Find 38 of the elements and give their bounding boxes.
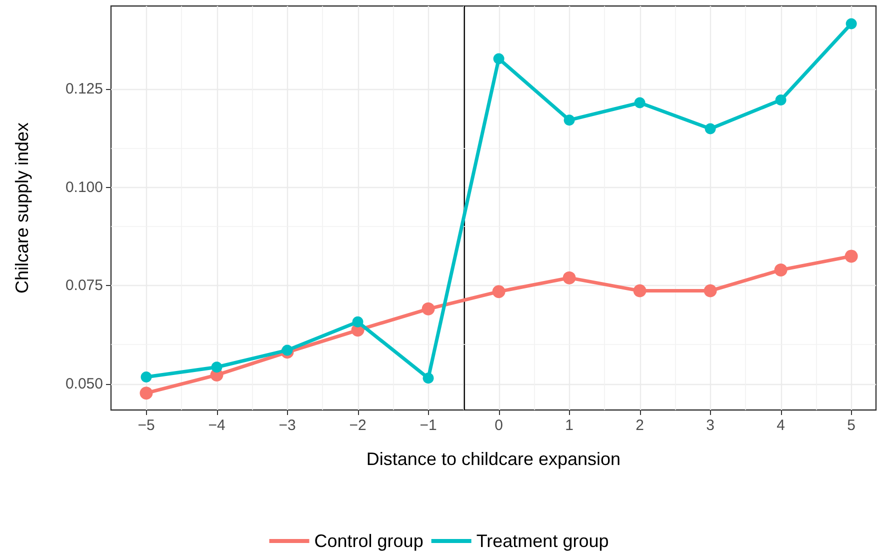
y-axis-title: Chilcare supply index [12,122,32,294]
x-tick-label: −1 [420,417,437,434]
x-tick-label: 5 [847,417,856,434]
point [493,53,504,64]
y-tick-label: 0.125 [65,80,103,98]
point [564,114,575,126]
y-tick-label: 0.100 [65,178,103,196]
point [704,284,717,298]
point [846,18,857,30]
x-tick-label: −5 [138,417,155,434]
point [633,284,646,298]
x-tick-label: 1 [565,417,574,434]
point [844,250,858,263]
point [422,372,434,384]
point [562,271,576,284]
point [774,263,788,276]
y-tick-label: 0.050 [65,376,103,393]
x-tick-label: −3 [278,417,296,434]
point [140,371,152,382]
point [775,94,786,106]
x-tick-label: −4 [208,417,226,434]
x-tick-label: 2 [636,417,644,434]
legend-label: Control group [314,531,424,551]
point [211,362,222,373]
point [634,97,646,108]
x-axis-title: Distance to childcare expansion [366,449,621,469]
x-tick-label: 3 [706,417,714,434]
y-tick-label: 0.075 [65,277,103,294]
legend-label: Treatment group [476,531,609,551]
point [352,316,364,328]
point [140,386,153,400]
x-tick-label: 4 [776,417,785,434]
point [422,302,435,316]
x-tick-label: 0 [494,417,503,434]
point [704,123,716,134]
x-tick-label: −2 [349,417,366,434]
point [282,344,293,356]
point [492,285,506,298]
